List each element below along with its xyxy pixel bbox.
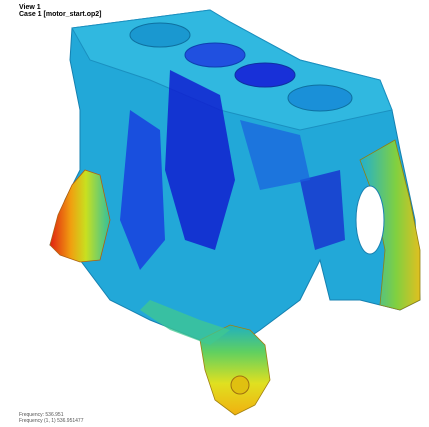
crank-opening (356, 186, 384, 254)
cylinder-bore (288, 85, 352, 111)
cylinder-bore (235, 63, 295, 87)
frequency-detail: Frequency (1, 1) 536.951477 (19, 418, 84, 424)
viewport: View 1 Case 1 [motor_start.op2] Frequenc… (0, 0, 429, 427)
case-label: Case 1 [motor_start.op2] (19, 11, 101, 19)
left-flange (50, 170, 110, 262)
cylinder-bore (185, 43, 245, 67)
bolt-hole (231, 376, 249, 394)
cylinder-bore (130, 23, 190, 47)
model-view (0, 0, 429, 427)
